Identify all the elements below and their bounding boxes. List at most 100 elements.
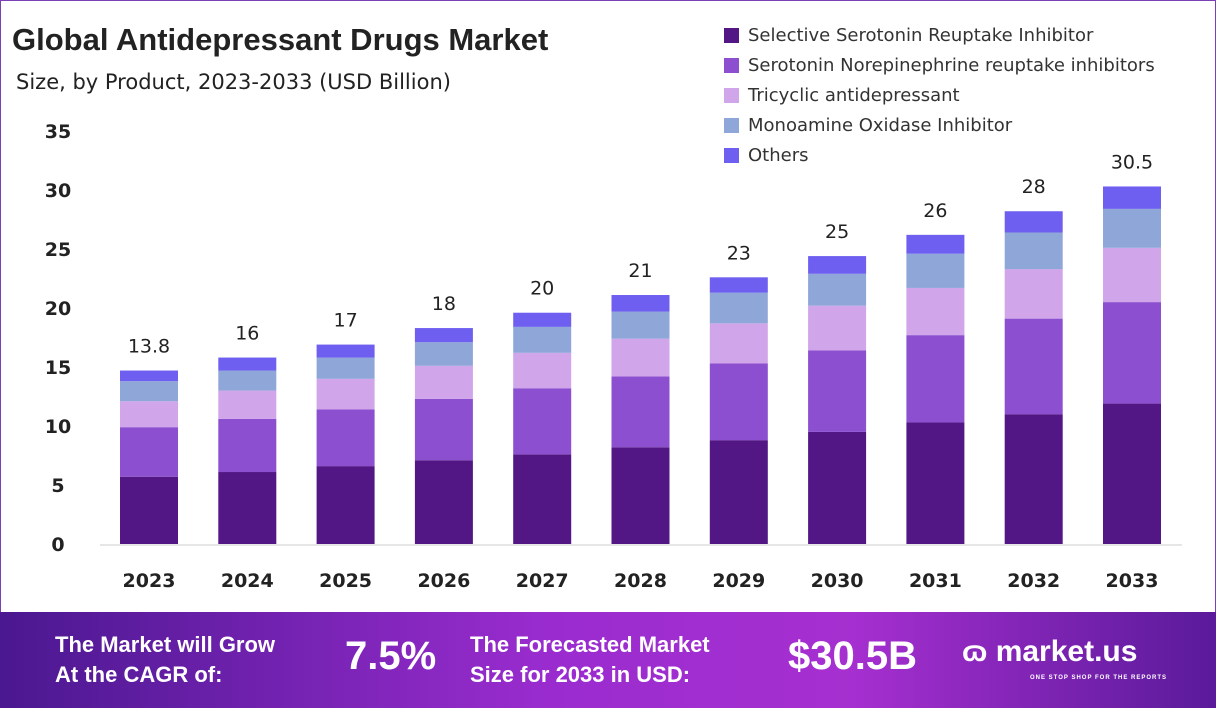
legend-item: Selective Serotonin Reuptake Inhibitor	[724, 20, 1155, 50]
bar-segment-4	[414, 328, 473, 343]
x-tick-label: 2025	[319, 570, 372, 592]
bar-segment-1	[414, 398, 473, 461]
legend-item: Monoamine Oxidase Inhibitor	[724, 110, 1155, 140]
bar-segment-0	[218, 472, 277, 544]
total-label: 13.8	[128, 336, 170, 358]
x-tick-label: 2029	[712, 570, 765, 592]
y-tick-label: 30	[45, 180, 71, 202]
y-tick-label: 10	[45, 416, 71, 438]
bar-segment-3	[120, 381, 178, 402]
bar-segment-1	[218, 418, 277, 473]
bar-segment-0	[414, 460, 473, 544]
cagr-text: The Market will Grow	[55, 632, 276, 657]
bar-segment-0	[1004, 414, 1063, 544]
x-tick-label: 2031	[909, 570, 962, 592]
chart-title: Global Antidepressant Drugs Market	[12, 22, 549, 57]
total-label: 23	[727, 242, 751, 264]
legend: Selective Serotonin Reuptake Inhibitor S…	[724, 20, 1155, 170]
bar-segment-2	[906, 287, 965, 336]
bar-segment-2	[808, 305, 867, 351]
bar-segment-2	[1004, 269, 1063, 319]
cagr-value: 7.5%	[345, 634, 437, 678]
x-tick-label: 2027	[516, 570, 569, 592]
y-tick-label: 35	[45, 121, 71, 143]
bar-segment-2	[709, 323, 768, 364]
bar-segment-2	[1103, 247, 1161, 303]
total-label: 16	[235, 323, 259, 345]
chart-plot: 0510152025303513.82023162024172025182026…	[45, 121, 1182, 592]
summary-banner: The Market will Grow At the CAGR of: 7.5%…	[0, 612, 1216, 708]
logo-tagline: ONE STOP SHOP FOR THE REPORTS	[1030, 675, 1168, 681]
x-tick-label: 2024	[221, 570, 274, 592]
bar-segment-1	[906, 335, 965, 423]
bar-segment-2	[611, 338, 670, 377]
bar-segment-4	[120, 370, 178, 382]
forecast-value: $30.5B	[788, 634, 917, 678]
y-tick-label: 0	[51, 534, 64, 556]
bar-segment-4	[513, 312, 572, 327]
total-label: 28	[1022, 176, 1046, 198]
bar-segment-0	[513, 454, 572, 544]
legend-label: Serotonin Norepinephrine reuptake inhibi…	[748, 54, 1155, 76]
legend-label: Monoamine Oxidase Inhibitor	[748, 114, 1013, 136]
total-label: 21	[628, 260, 652, 282]
bar-segment-1	[1103, 302, 1161, 404]
bar-segment-4	[1103, 186, 1161, 209]
market-us-logo: ɷ market.us	[962, 635, 1138, 668]
bar-segment-4	[611, 295, 670, 312]
legend-label: Selective Serotonin Reuptake Inhibitor	[748, 24, 1094, 46]
x-tick-label: 2030	[811, 570, 864, 592]
y-tick-label: 5	[51, 475, 64, 497]
bar-segment-2	[513, 352, 572, 389]
bar-segment-1	[1004, 318, 1063, 415]
total-label: 17	[334, 310, 358, 332]
bar-segment-0	[316, 466, 375, 544]
total-label: 25	[825, 221, 849, 243]
total-label: 18	[432, 293, 456, 315]
y-tick-label: 25	[45, 239, 71, 261]
bar-segment-2	[218, 390, 277, 419]
bar-segment-3	[218, 370, 277, 391]
bar-segment-0	[1103, 403, 1161, 544]
x-tick-label: 2023	[123, 570, 176, 592]
legend-swatch	[724, 27, 739, 43]
bar-segment-4	[808, 256, 867, 274]
bar-segment-2	[316, 378, 375, 410]
bar-segment-3	[808, 273, 867, 306]
bar-segment-3	[709, 292, 768, 324]
bar-segment-4	[1004, 211, 1063, 233]
bar-segment-4	[316, 344, 375, 358]
bar-segment-0	[709, 440, 768, 544]
x-tick-label: 2033	[1106, 570, 1159, 592]
forecast-text: Size for 2033 in USD:	[470, 662, 691, 687]
bar-segment-1	[611, 376, 670, 448]
bar-segment-3	[513, 326, 572, 353]
bar-segment-3	[414, 342, 473, 366]
bar-segment-3	[316, 357, 375, 379]
bar-segment-4	[709, 277, 768, 293]
bar-segment-0	[611, 447, 670, 544]
x-tick-label: 2028	[614, 570, 667, 592]
bar-segment-4	[218, 357, 277, 371]
x-tick-label: 2032	[1007, 570, 1060, 592]
total-label: 30.5	[1111, 151, 1153, 173]
cagr-text: At the CAGR of:	[55, 662, 223, 687]
bar-segment-1	[120, 427, 178, 477]
legend-item: Others	[724, 140, 1155, 170]
legend-swatch	[724, 57, 739, 73]
total-label: 26	[923, 200, 947, 222]
bar-segment-1	[513, 388, 572, 455]
bar-segment-2	[414, 365, 473, 399]
total-label: 20	[530, 278, 554, 300]
bar-segment-3	[1103, 208, 1161, 248]
bar-segment-1	[316, 409, 375, 467]
x-tick-label: 2026	[417, 570, 470, 592]
legend-item: Serotonin Norepinephrine reuptake inhibi…	[724, 50, 1155, 80]
bar-segment-2	[120, 401, 178, 428]
bar-segment-0	[906, 422, 965, 544]
bar-segment-1	[709, 363, 768, 441]
legend-swatch	[724, 117, 739, 133]
legend-item: Tricyclic antidepressant	[724, 80, 1155, 110]
bar-segment-0	[120, 476, 178, 544]
legend-swatch	[724, 147, 739, 163]
